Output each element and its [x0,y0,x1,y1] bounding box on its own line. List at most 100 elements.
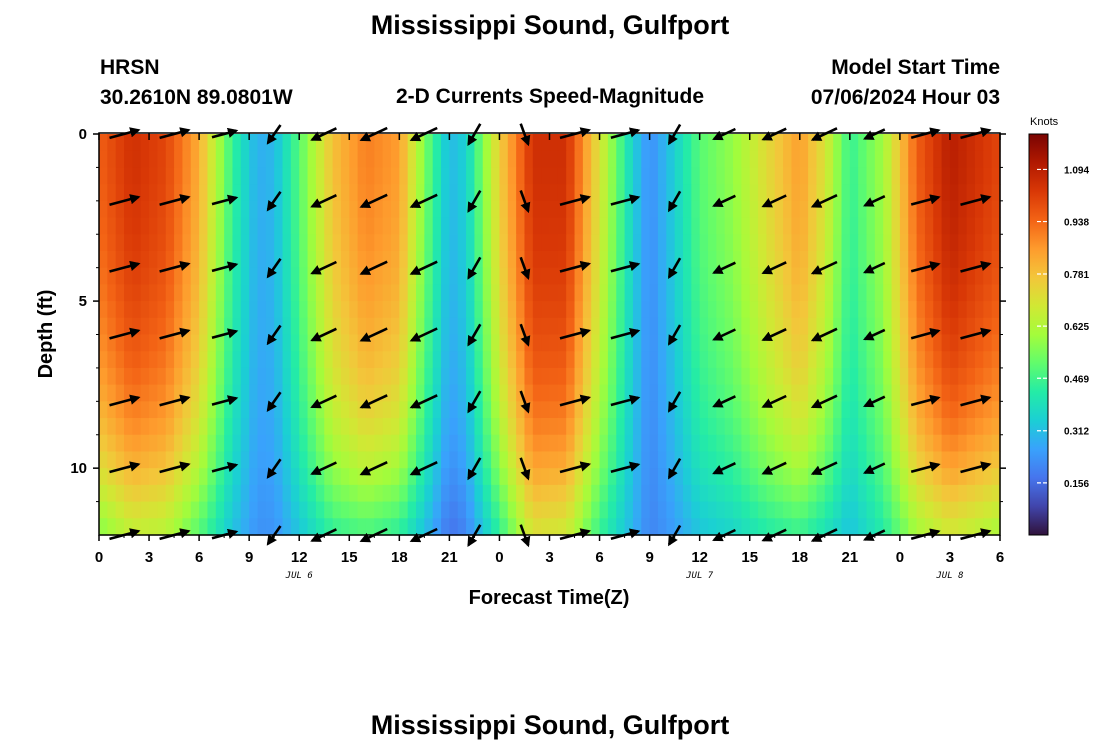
heat-cell [591,367,601,386]
heat-cell [691,301,701,319]
heat-cell [607,367,617,386]
heat-cell [99,217,108,235]
heat-cell [99,418,108,436]
heat-cell [149,384,158,402]
heat-cell [557,284,567,302]
heat-cell [407,234,417,252]
heat-cell [532,234,542,252]
heat-cell [691,234,701,252]
heat-cell [365,468,375,486]
heat-cell [424,150,434,169]
heat-cell [949,518,959,536]
heat-cell [983,468,993,486]
current-vector [960,260,992,273]
heat-cell [499,434,509,453]
heat-cell [491,367,501,386]
heat-cell [307,217,317,235]
heat-cell [657,518,667,536]
heat-cell [282,200,292,219]
heat-cell [616,468,626,486]
heat-cell [933,150,943,169]
heat-cell [616,267,626,285]
current-vector [559,327,592,340]
heat-cell [140,384,150,402]
heat-cell [582,200,592,219]
heat-cell [340,484,350,503]
heat-cell [582,384,592,402]
heat-cell [733,434,742,453]
heat-cell [758,351,767,369]
heat-cell [899,184,909,202]
heat-cell [949,134,959,152]
heat-cell [232,134,242,152]
heat-cell [749,434,759,453]
heat-cell [416,317,425,336]
heat-cell [808,334,818,352]
heat-cell [557,167,567,185]
heat-cell [866,184,876,202]
heat-cell [641,317,651,336]
heat-cell [99,301,108,319]
heat-cell [657,301,667,319]
heat-cell [224,317,234,336]
heat-cell [249,217,259,235]
heat-cell [215,334,225,352]
heat-cell [991,367,1001,386]
heat-cell [883,518,893,536]
heat-cell [441,434,450,453]
x-tick-label: 9 [645,549,653,566]
heat-cell [991,484,1001,503]
heat-cell [207,468,217,486]
heat-cell [682,468,692,486]
current-vector [761,127,787,141]
heat-cell [416,518,425,536]
heat-cell [424,167,434,185]
heat-cell [390,367,400,386]
heat-cell [641,250,651,269]
heat-cell [741,334,751,352]
heat-cell [249,451,259,469]
heat-cell [774,217,784,235]
heat-cell [924,217,934,235]
heat-cell [657,384,667,402]
current-vector [159,327,191,340]
heat-cell [349,217,359,235]
heat-cell [524,317,534,336]
heat-cell [124,250,133,269]
heat-cell [958,150,968,169]
heat-cell [891,468,901,486]
heat-cell [949,351,959,369]
heat-cell [616,167,626,185]
heat-cell [699,501,709,519]
heat-cell [174,167,184,185]
heat-cell [966,468,976,486]
heat-cell [974,217,984,235]
heat-cell [332,267,342,285]
heat-cell [349,451,359,469]
heat-cell [657,501,667,519]
heat-cell [357,484,367,503]
heat-cell [983,167,993,185]
heat-cell [541,434,551,453]
heat-cell [866,217,876,235]
current-vector [310,394,337,409]
heat-cell [657,167,667,185]
heat-cell [816,217,826,235]
heat-cell [482,384,492,402]
heat-cell [182,200,192,219]
heat-cell [390,468,400,486]
heat-cell [966,418,976,436]
heat-cell [324,234,334,252]
heat-cell [657,317,667,336]
heat-cell [874,367,884,386]
heat-cell [249,250,259,269]
heat-cell [816,484,826,503]
heat-cell [849,184,859,202]
heat-cell [808,484,818,503]
heat-cell [282,484,292,503]
heat-cell [132,134,142,152]
heat-cell [783,200,793,219]
heat-cell [933,200,943,219]
heat-cell [657,468,667,486]
heat-cell [140,484,150,503]
